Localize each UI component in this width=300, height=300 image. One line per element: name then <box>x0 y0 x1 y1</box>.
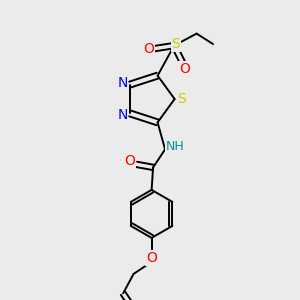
Text: S: S <box>177 92 186 106</box>
Text: N: N <box>117 108 128 122</box>
Text: O: O <box>179 62 190 76</box>
Text: O: O <box>143 42 154 56</box>
Text: S: S <box>171 37 180 51</box>
Text: O: O <box>124 154 135 168</box>
Text: O: O <box>146 251 157 265</box>
Text: NH: NH <box>165 140 184 153</box>
Text: N: N <box>117 76 128 90</box>
